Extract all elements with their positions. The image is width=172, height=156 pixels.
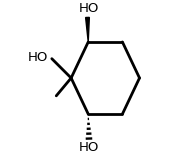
Text: HO: HO <box>28 51 48 64</box>
Text: HO: HO <box>79 2 99 15</box>
Polygon shape <box>86 17 89 42</box>
Text: HO: HO <box>79 141 99 154</box>
